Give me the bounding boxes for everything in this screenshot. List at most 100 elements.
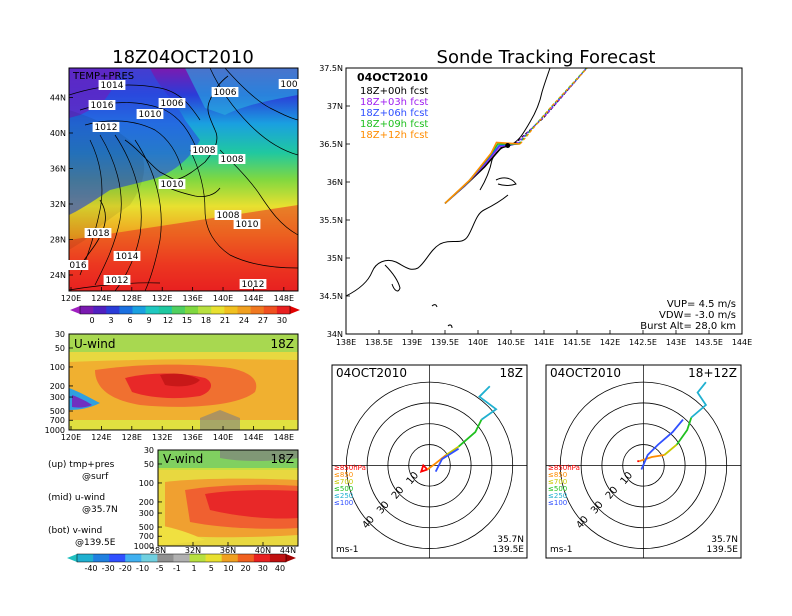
map-x-tick: 142.5E (629, 338, 657, 347)
hodo-level: ≤500 (334, 485, 353, 493)
vwind-y-tick: 500 (139, 523, 154, 532)
temp-y-tick: 28N (50, 236, 66, 245)
map-x-tick: 143.5E (695, 338, 723, 347)
isobar-label: 1014 (116, 252, 139, 262)
uwind-x-tick: 148E (274, 433, 294, 442)
temp-cbar-tick: 15 (182, 316, 192, 325)
map-x-tick: 144E (732, 338, 752, 347)
vwind-x-tick: 40N (255, 546, 271, 555)
map-y-tick: 37N (327, 102, 343, 111)
uwind-label: U-wind (74, 337, 115, 351)
note-mid2: @35.7N (82, 505, 118, 515)
uwind-x-tick: 136E (182, 433, 202, 442)
hodo-level: ≤700 (334, 478, 353, 486)
map-x-tick: 140E (468, 338, 488, 347)
hodo-segment (640, 419, 684, 470)
map-y-tick: 35N (327, 254, 343, 263)
map-x-tick: 141.5E (563, 338, 591, 347)
wind-cbar-tick: 40 (275, 564, 285, 573)
temp-x-tick: 124E (91, 294, 111, 303)
isobar-label: 1008 (193, 146, 216, 156)
map-y-tick: 36.5N (319, 140, 343, 149)
map-x-tick: 138E (336, 338, 356, 347)
vwind-y-tick: 100 (139, 479, 154, 488)
vwind-x-tick: 36N (220, 546, 236, 555)
wind-cbar-tick: 5 (209, 564, 214, 573)
temp-x-tick: 136E (182, 294, 202, 303)
track-ascent (444, 141, 521, 204)
uwind-x-tick: 132E (152, 433, 172, 442)
note-bot: (bot) v-wind (48, 526, 102, 536)
vwind-y-tick: 200 (139, 498, 154, 507)
hodo-segment (663, 443, 678, 456)
temp-cbar-tick: 3 (108, 316, 113, 325)
temp-x-tick: 128E (122, 294, 142, 303)
map-y-tick: 37.5N (319, 64, 343, 73)
temp-panel-label: TEMP+PRES (72, 71, 134, 82)
temp-cbar-tick: 27 (258, 316, 268, 325)
isobar-label: 1010 (236, 220, 259, 230)
map-x-tick: 142E (600, 338, 620, 347)
uwind-y-tick: 700 (50, 416, 65, 425)
wind-cbar-tick: 10 (223, 564, 233, 573)
map-x-tick: 138.5E (365, 338, 393, 347)
temp-cbar-tick: 0 (89, 316, 94, 325)
isobar-label: 1006 (214, 88, 237, 98)
isobar-label: 016 (69, 261, 86, 271)
uwind-x-tick: 124E (91, 433, 111, 442)
hodo-time: 18Z (500, 366, 524, 380)
map-x-tick: 141E (534, 338, 554, 347)
hodo-unit: ms-1 (550, 545, 572, 555)
temp-colorbar: 0 3 6 9 12 15 18 21 24 27 30 (70, 305, 300, 325)
hodo-level: ≤250 (334, 492, 353, 500)
temp-y-tick: 40N (50, 129, 66, 138)
isobar-label: 1010 (139, 110, 162, 120)
uwind-y-tick: 500 (50, 407, 65, 416)
hodo-segment (676, 417, 693, 446)
wind-cbar-tick: -10 (136, 564, 149, 573)
isobar-label: 1012 (242, 280, 265, 290)
burst-text: Burst Alt= 28.0 km (640, 321, 736, 332)
map-x-tick: 139.5E (431, 338, 459, 347)
map-y-tick: 34N (327, 330, 343, 339)
uwind-time: 18Z (271, 337, 295, 351)
hodo-segment (639, 454, 665, 463)
map-y-tick: 34.5N (319, 292, 343, 301)
hodo-loc1: 35.7N (497, 535, 524, 545)
wind-cbar-tick: -30 (102, 564, 115, 573)
hodo-loc2: 139.5E (707, 545, 739, 555)
note-mid: (mid) u-wind (48, 493, 105, 503)
temp-x-tick: 140E (213, 294, 233, 303)
vdw-text: VDW= -3.0 m/s (659, 310, 736, 321)
wind-cbar-tick: 20 (241, 564, 251, 573)
hodo-level: ≤700 (548, 478, 567, 486)
temp-x-tick: 132E (152, 294, 172, 303)
hodo-unit: ms-1 (336, 545, 358, 555)
uwind-y-tick: 1000 (45, 426, 65, 435)
hodo-segment (434, 447, 460, 473)
hodo-segment (445, 445, 460, 456)
hodo-segment (458, 419, 483, 448)
uwind-x-tick: 144E (243, 433, 263, 442)
wind-cbar-tick: 1 (192, 564, 197, 573)
note-up2: @surf (82, 472, 109, 482)
temp-x-tick: 148E (274, 294, 294, 303)
temp-cbar-tick: 9 (146, 316, 151, 325)
isobar-label: 1018 (87, 229, 110, 239)
uwind-y-tick: 200 (50, 382, 65, 391)
track-descent (518, 68, 588, 145)
isobar-label: 1016 (91, 101, 114, 111)
wind-colorbar: -40 -30 -20 -10 -5 -1 1 5 10 20 30 40 (67, 553, 296, 573)
hodo-level: ≤850 (334, 471, 353, 479)
wind-cbar-tick: 30 (258, 564, 268, 573)
track-descent (519, 68, 589, 145)
temp-x-tick: 144E (243, 294, 263, 303)
map-y-tick: 36N (327, 178, 343, 187)
hodo-date: 04OCT2010 (550, 366, 621, 380)
uwind-x-tick: 128E (122, 433, 142, 442)
